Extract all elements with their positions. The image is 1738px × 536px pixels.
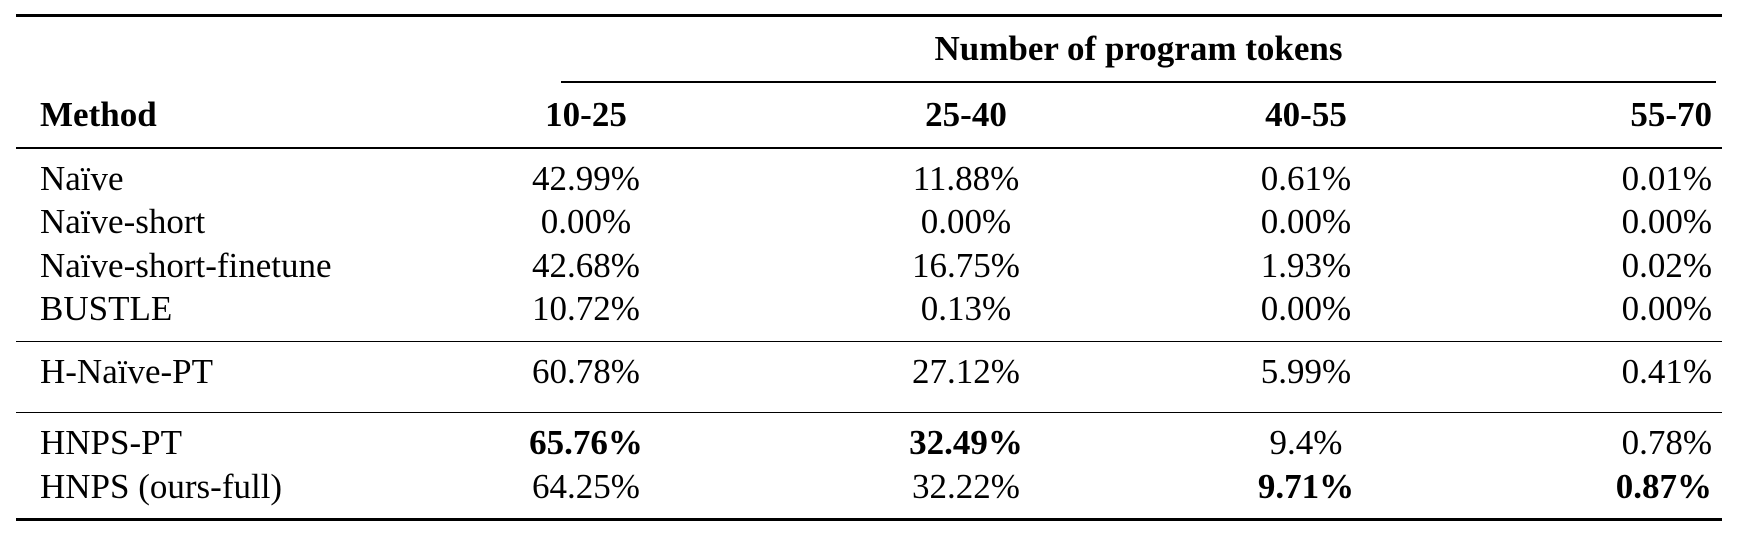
block-rule (16, 411, 1722, 414)
bottom-rule (16, 518, 1722, 522)
value-cell: 0.00% (1260, 289, 1352, 329)
value-cell: 0.78% (1621, 423, 1712, 463)
block-rule (16, 340, 1722, 343)
value-cell: 16.75% (912, 245, 1020, 285)
value-cell: 10.72% (532, 289, 640, 329)
results-table: Number of program tokens Method 10-25 25… (16, 14, 1722, 522)
col-header-40-55: 40-55 (1265, 95, 1347, 134)
column-header-row: Method 10-25 25-40 40-55 55-70 (16, 77, 1722, 147)
table-block-baselines: Naïve 42.99% 11.88% 0.61% 0.01% Naïve-sh… (16, 149, 1722, 341)
value-cell: 60.78% (532, 352, 640, 392)
method-cell: HNPS-PT (40, 423, 182, 463)
table-row: Naïve-short 0.00% 0.00% 0.00% 0.00% (16, 202, 1722, 246)
group-header-rule (561, 81, 1716, 83)
table-block-pretrained: H-Naïve-PT 60.78% 27.12% 5.99% 0.41% (16, 342, 1722, 412)
col-header-method: Method (40, 95, 157, 134)
method-cell: Naïve (40, 158, 124, 198)
value-cell: 32.22% (912, 466, 1020, 506)
header-rule (16, 147, 1722, 149)
value-cell: 0.00% (540, 202, 632, 242)
method-cell: BUSTLE (40, 289, 173, 329)
value-cell: 11.88% (912, 158, 1020, 198)
value-cell: 0.41% (1621, 352, 1712, 392)
table-row: BUSTLE 10.72% 0.13% 0.00% 0.00% (16, 289, 1722, 333)
value-cell: 5.99% (1260, 352, 1352, 392)
value-cell: 64.25% (532, 466, 640, 506)
method-cell: Naïve-short-finetune (40, 245, 332, 285)
value-cell: 42.99% (532, 158, 640, 198)
value-cell: 0.00% (920, 202, 1012, 242)
method-cell: H-Naïve-PT (40, 352, 214, 392)
group-header-row: Number of program tokens (16, 17, 1722, 83)
table-block-hnps: HNPS-PT 65.76% 32.49% 9.4% 0.78% HNPS (o… (16, 413, 1722, 518)
value-cell: 0.01% (1621, 158, 1712, 198)
value-cell: 9.4% (1269, 423, 1343, 463)
value-cell: 0.00% (1621, 289, 1712, 329)
value-cell-best: 9.71% (1257, 466, 1355, 506)
value-cell: 42.68% (532, 245, 640, 285)
col-header-10-25: 10-25 (545, 95, 627, 134)
value-cell-best: 0.87% (1615, 466, 1712, 506)
value-cell: 0.00% (1621, 202, 1712, 242)
method-cell: Naïve-short (40, 202, 206, 242)
table-row: HNPS (ours-full) 64.25% 32.22% 9.71% 0.8… (16, 467, 1722, 511)
value-cell: 0.61% (1260, 158, 1352, 198)
table-row: Naïve 42.99% 11.88% 0.61% 0.01% (16, 159, 1722, 203)
group-header-title: Number of program tokens (934, 29, 1343, 68)
col-header-55-70: 55-70 (1630, 95, 1712, 134)
value-cell-best: 32.49% (909, 423, 1023, 463)
col-header-25-40: 25-40 (925, 95, 1007, 134)
value-cell: 1.93% (1260, 245, 1352, 285)
value-cell: 27.12% (912, 352, 1020, 392)
top-rule (16, 14, 1722, 17)
value-cell: 0.13% (920, 289, 1012, 329)
method-cell: HNPS (ours-full) (40, 466, 283, 506)
value-cell: 0.00% (1260, 202, 1352, 242)
table-row: H-Naïve-PT 60.78% 27.12% 5.99% 0.41% (16, 352, 1722, 396)
table-row: HNPS-PT 65.76% 32.49% 9.4% 0.78% (16, 423, 1722, 467)
value-cell: 0.02% (1621, 245, 1712, 285)
table-row: Naïve-short-finetune 42.68% 16.75% 1.93%… (16, 246, 1722, 290)
value-cell-best: 65.76% (529, 423, 643, 463)
